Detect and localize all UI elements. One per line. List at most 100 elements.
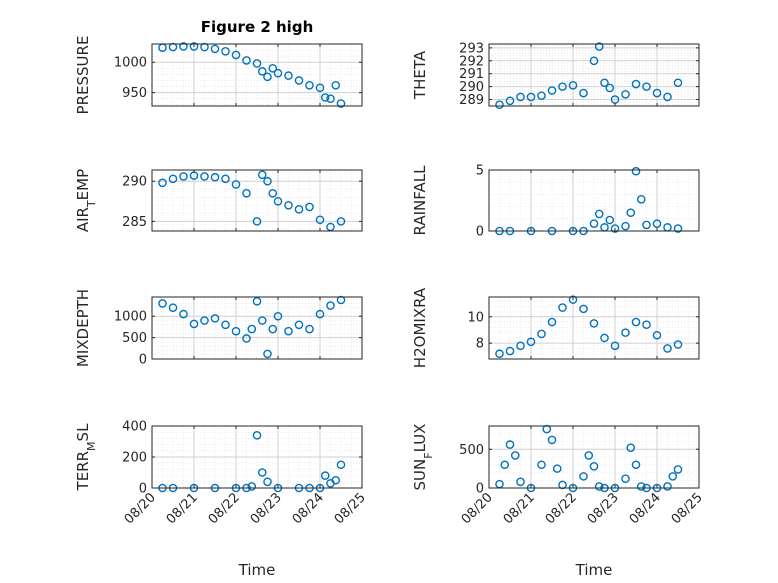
data-point [189,319,199,329]
data-point [673,340,683,349]
subplot-4: 0 500 1000 MIXDEPTH [74,289,363,368]
x-axis-label: Time [575,561,613,579]
data-point [594,209,604,219]
x-tick-label: 08/23 [585,490,622,527]
data-point [257,316,267,325]
data-point [636,482,646,491]
data-point [631,460,641,470]
chart-title: Figure 2 high [201,18,314,36]
grid [488,44,700,106]
data-point [336,460,346,470]
y-axis-label: PRESSURE [74,36,92,115]
data-point [158,299,167,308]
data-point [252,430,262,440]
data-point [294,205,304,214]
data-point [257,170,267,180]
y-axis-label: MIXDEPTH [74,289,92,367]
data-point [505,96,515,106]
x-tick-label: 08/21 [164,490,201,527]
data-point [210,44,220,54]
data-point [642,82,651,91]
data-point [168,42,178,52]
data-point [263,176,272,186]
data-point [547,435,557,445]
data-point [552,464,562,473]
data-point [594,482,604,491]
data-point [584,451,594,460]
subplot-5: 8 10 H2OMIXRA [411,287,700,368]
data-point [284,201,293,210]
y-tick-label: 285 [122,215,147,230]
data-point [257,468,267,477]
y-tick-label: 500 [122,331,147,346]
data-point [631,79,641,89]
data-point [273,68,283,78]
data-point [158,178,167,188]
x-tick-label: 08/25 [332,490,369,527]
y-tick-label: 1000 [114,310,147,325]
data-point [568,81,578,90]
data-point [537,460,546,470]
data-point [652,219,662,228]
data-point [600,78,609,88]
y-tick-label: 0 [476,482,484,497]
data-point [231,50,241,60]
data-point [589,319,599,328]
data-point [315,83,325,93]
data-point [231,326,241,336]
x-tick-label: 08/24 [627,490,664,527]
y-axis-label: SUNFLUX [411,424,435,491]
grid [151,170,363,231]
x-tick-label: 08/23 [248,490,285,527]
data-point [221,320,230,330]
data-point [331,81,341,90]
data-point [594,42,604,51]
y-axis-label: AIRTEMP [74,169,98,232]
data-point [200,316,209,325]
series-markers [158,170,346,232]
data-point [336,295,346,305]
data-point [247,482,257,491]
y-tick-label: 293 [459,41,484,56]
series-markers [495,295,683,359]
series-markers [495,42,683,110]
data-point [315,215,325,225]
subplot-0: 950 1000 PRESSURE Figure 2 high [74,18,363,115]
data-point [336,99,346,108]
data-point [605,215,615,225]
y-tick-label: 290 [122,175,147,190]
grid [151,43,363,106]
subplot-2: 285 290 AIRTEMP [74,169,363,232]
data-point [268,188,278,198]
x-tick-label: 08/25 [669,490,706,527]
y-tick-label: 1000 [114,56,147,71]
data-point [600,333,609,343]
data-point [336,217,346,226]
data-point [210,314,220,323]
y-tick-label: 0 [476,225,484,240]
data-point [631,166,641,176]
data-point [273,311,283,321]
axes-box [488,169,700,232]
series-markers [158,42,346,108]
data-point [636,194,646,204]
data-point [605,83,615,93]
data-point [505,440,515,449]
data-point [320,93,330,102]
axes-box [488,425,700,489]
x-tick-label: 08/22 [206,490,243,527]
data-point [273,197,283,206]
data-point [331,475,341,485]
data-point [189,42,199,51]
data-point [257,67,267,76]
data-point [516,92,525,102]
data-point [252,296,262,306]
data-point [168,174,178,184]
y-axis-label: H2OMIXRA [411,287,429,368]
data-point [652,88,662,98]
y-tick-label: 5 [476,164,484,179]
data-point [610,224,620,233]
y-tick-label: 10 [467,310,484,325]
